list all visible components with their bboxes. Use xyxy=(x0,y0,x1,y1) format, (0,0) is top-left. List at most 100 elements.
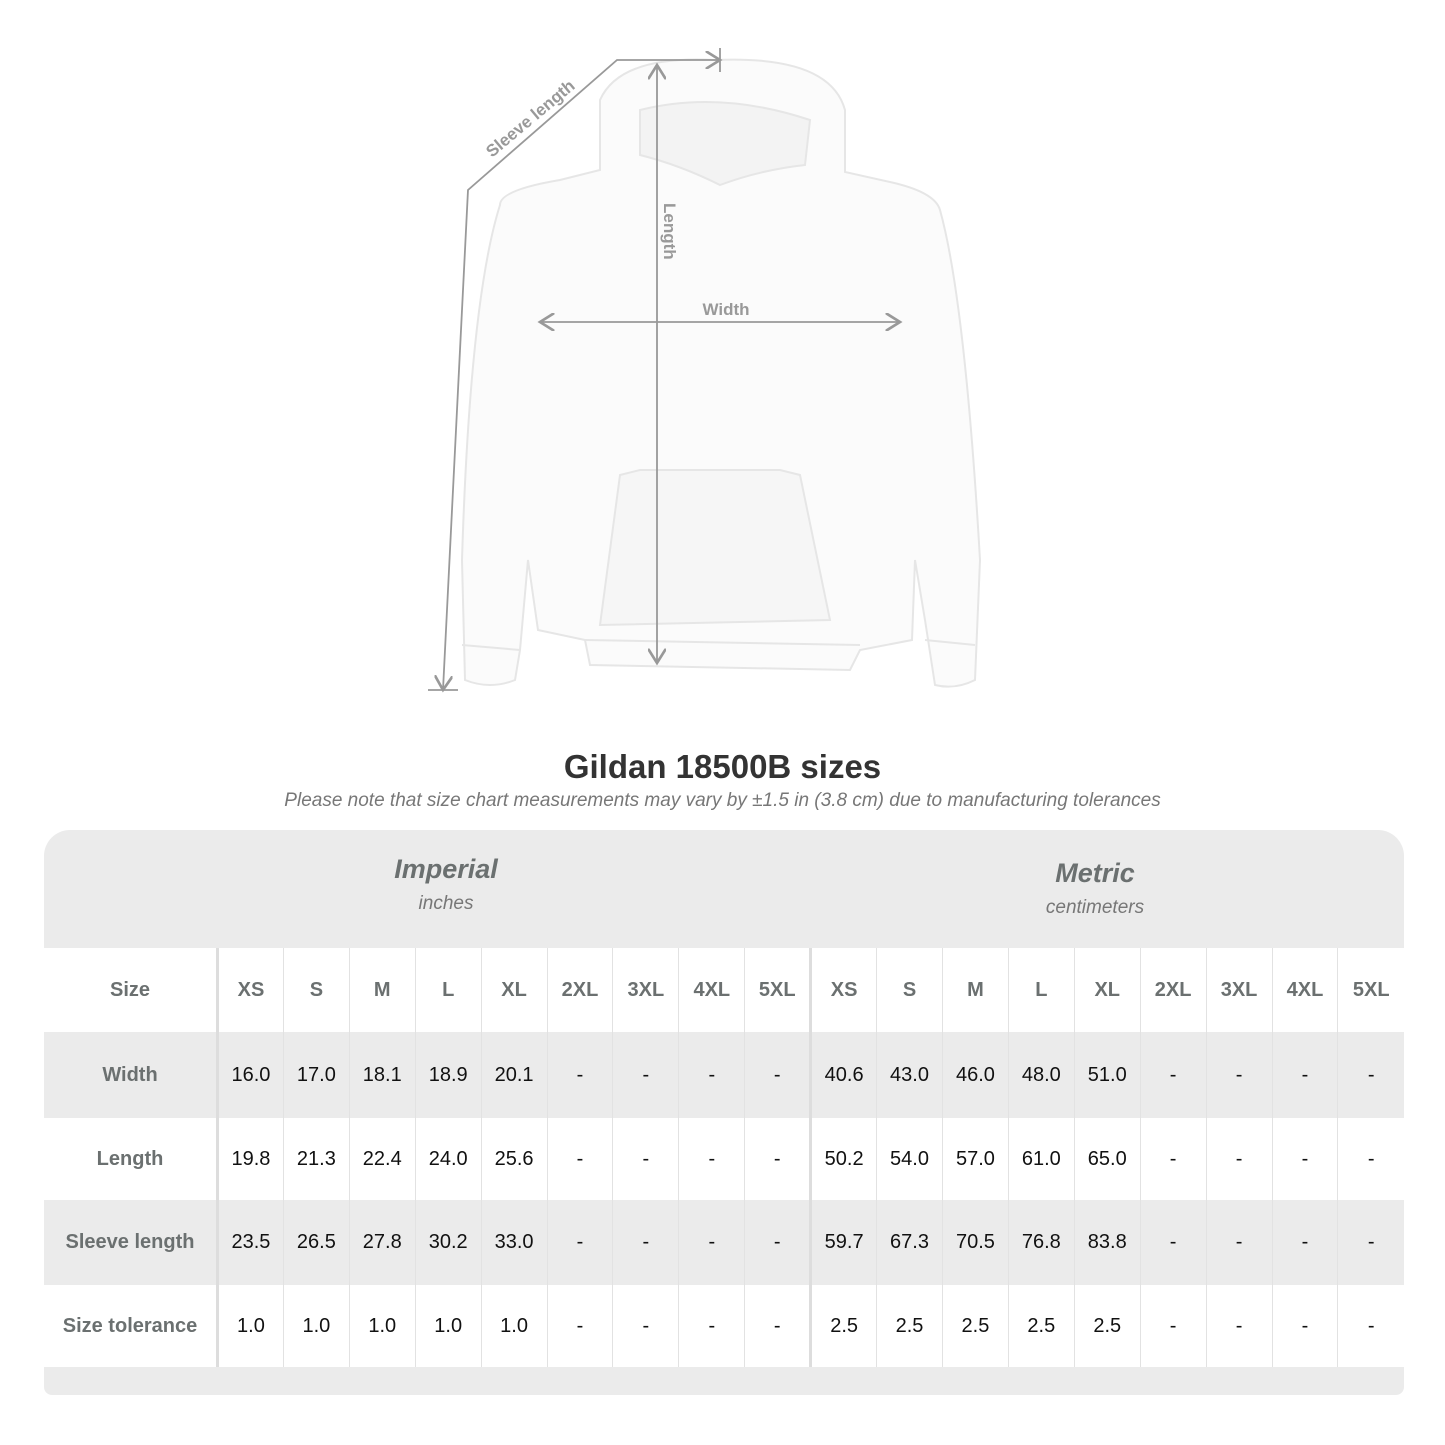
metric-value: 40.6 xyxy=(809,1032,877,1118)
metric-value: - xyxy=(1205,1200,1272,1285)
metric-value: 50.2 xyxy=(809,1118,877,1200)
imperial-size-S: S xyxy=(282,948,350,1032)
metric-value: 43.0 xyxy=(876,1032,943,1118)
metric-value: - xyxy=(1205,1032,1272,1118)
imperial-value: 33.0 xyxy=(480,1200,548,1285)
metric-value: - xyxy=(1337,1200,1404,1285)
imperial-value: - xyxy=(546,1200,613,1285)
metric-size-2XL: 2XL xyxy=(1139,948,1207,1032)
imperial-value: 1.0 xyxy=(414,1285,482,1367)
imperial-value: - xyxy=(678,1285,745,1367)
metric-value: - xyxy=(1271,1118,1338,1200)
imperial-title: Imperial xyxy=(394,854,498,884)
imperial-unit: inches xyxy=(418,893,474,914)
imperial-value: - xyxy=(546,1285,613,1367)
metric-size-S: S xyxy=(876,948,943,1032)
imperial-value: 17.0 xyxy=(282,1032,350,1118)
imperial-value: - xyxy=(744,1032,811,1118)
metric-size-L: L xyxy=(1007,948,1075,1032)
metric-title: Metric xyxy=(1055,858,1135,888)
imperial-value: - xyxy=(744,1200,811,1285)
metric-value: 70.5 xyxy=(941,1200,1009,1285)
metric-value: 61.0 xyxy=(1007,1118,1075,1200)
metric-size-XL: XL xyxy=(1073,948,1141,1032)
imperial-value: 1.0 xyxy=(217,1285,284,1367)
imperial-value: - xyxy=(546,1032,613,1118)
imperial-value: - xyxy=(678,1200,745,1285)
imperial-value: 21.3 xyxy=(282,1118,350,1200)
metric-value: 2.5 xyxy=(1073,1285,1141,1367)
imperial-value: 22.4 xyxy=(348,1118,416,1200)
table-row: Length 19.8 21.3 22.4 24.0 25.6- - - -50.2 54.0 57… xyxy=(44,1118,1404,1200)
metric-value: 2.5 xyxy=(1007,1285,1075,1367)
metric-size-4XL: 4XL xyxy=(1271,948,1338,1032)
imperial-value: - xyxy=(744,1118,811,1200)
size-header: Size xyxy=(44,948,219,1032)
metric-value: - xyxy=(1271,1032,1338,1118)
imperial-size-M: M xyxy=(348,948,416,1032)
metric-value: 48.0 xyxy=(1007,1032,1075,1118)
hoodie-illustration xyxy=(460,58,982,688)
metric-size-M: M xyxy=(941,948,1009,1032)
metric-value: - xyxy=(1337,1118,1404,1200)
metric-value: 46.0 xyxy=(941,1032,1009,1118)
metric-value: 65.0 xyxy=(1073,1118,1141,1200)
imperial-size-XL: XL xyxy=(480,948,548,1032)
sleeve-length-line xyxy=(443,60,720,690)
metric-header: Metric centimeters xyxy=(810,858,1380,919)
metric-value: - xyxy=(1337,1032,1404,1118)
imperial-value: 1.0 xyxy=(480,1285,548,1367)
imperial-value: 16.0 xyxy=(217,1032,284,1118)
imperial-value: 23.5 xyxy=(217,1200,284,1285)
metric-value: - xyxy=(1205,1285,1272,1367)
table-row: Sleeve length 23.5 26.5 27.8 30.2 33.0- - - -59.… xyxy=(44,1200,1404,1285)
metric-value: 57.0 xyxy=(941,1118,1009,1200)
metric-value: - xyxy=(1271,1285,1338,1367)
imperial-value: 27.8 xyxy=(348,1200,416,1285)
table-row: Width 16.0 17.0 18.1 18.9 20.1- - - -40.6 43.0 46.… xyxy=(44,1032,1404,1118)
metric-value: 83.8 xyxy=(1073,1200,1141,1285)
table-row: Size tolerance 1.0 1.0 1.0 1.0 1.0- - - -2.5 2.5 2… xyxy=(44,1285,1404,1367)
metric-value: 2.5 xyxy=(941,1285,1009,1367)
imperial-value: 18.1 xyxy=(348,1032,416,1118)
imperial-value: - xyxy=(612,1032,679,1118)
row-label: Length xyxy=(44,1118,219,1200)
imperial-value: 20.1 xyxy=(480,1032,548,1118)
length-label: Length xyxy=(660,203,679,260)
metric-size-XS: XS xyxy=(809,948,877,1032)
imperial-value: - xyxy=(678,1118,745,1200)
imperial-size-XS: XS xyxy=(217,948,284,1032)
metric-value: 2.5 xyxy=(809,1285,877,1367)
imperial-value: - xyxy=(546,1118,613,1200)
imperial-value: 1.0 xyxy=(282,1285,350,1367)
hoodie-diagram: Sleeve length Length Width xyxy=(428,48,982,720)
row-label: Width xyxy=(44,1032,219,1118)
metric-value: 59.7 xyxy=(809,1200,877,1285)
imperial-header: Imperial inches xyxy=(217,854,675,915)
imperial-size-5XL: 5XL xyxy=(744,948,811,1032)
metric-size-3XL: 3XL xyxy=(1205,948,1272,1032)
tolerance-note: Please note that size chart measurements… xyxy=(284,790,1161,811)
imperial-value: 30.2 xyxy=(414,1200,482,1285)
width-label: Width xyxy=(702,300,749,319)
imperial-value: 24.0 xyxy=(414,1118,482,1200)
size-table: Size XS S M L XL 2XL 3XL 4XL 5XL XS S M L XL 2XL 3XL 4XL 5… xyxy=(44,948,1404,1367)
imperial-value: - xyxy=(678,1032,745,1118)
imperial-value: 26.5 xyxy=(282,1200,350,1285)
metric-value: - xyxy=(1139,1200,1207,1285)
imperial-value: 18.9 xyxy=(414,1032,482,1118)
imperial-value: - xyxy=(612,1285,679,1367)
imperial-size-2XL: 2XL xyxy=(546,948,613,1032)
row-label: Size tolerance xyxy=(44,1285,219,1367)
metric-value: - xyxy=(1139,1285,1207,1367)
imperial-size-3XL: 3XL xyxy=(612,948,679,1032)
metric-value: - xyxy=(1337,1285,1404,1367)
metric-value: 76.8 xyxy=(1007,1200,1075,1285)
metric-value: - xyxy=(1139,1118,1207,1200)
imperial-size-L: L xyxy=(414,948,482,1032)
metric-value: 54.0 xyxy=(876,1118,943,1200)
page-title: Gildan 18500B sizes xyxy=(563,748,882,785)
imperial-size-4XL: 4XL xyxy=(678,948,745,1032)
header-row: Size XS S M L XL 2XL 3XL 4XL 5XL XS S M L XL 2XL 3XL 4XL 5… xyxy=(44,948,1404,1032)
imperial-value: 1.0 xyxy=(348,1285,416,1367)
